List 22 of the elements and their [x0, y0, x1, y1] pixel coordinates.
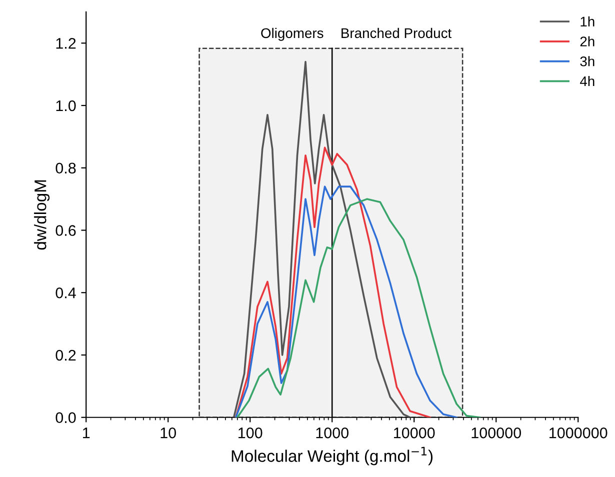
- y-tick-label: 0.8: [56, 162, 76, 174]
- x-tick-label: 10: [160, 428, 176, 438]
- y-axis-title: dw/dlogM: [34, 180, 50, 250]
- x-tick-label: 1000000: [550, 428, 608, 438]
- y-tick-label: 1.0: [56, 100, 76, 112]
- x-tick-label: 100000: [472, 428, 521, 438]
- x-tick-label: 1: [83, 428, 90, 438]
- y-tick-label: 0.4: [56, 287, 76, 298]
- x-tick-label: 1000: [316, 428, 348, 438]
- y-tick-label: 0.6: [56, 225, 76, 236]
- x-axis-title: Molecular Weight (g.mol$^{−1}$): [232, 446, 433, 466]
- annotation: Oligomers: [261, 28, 324, 41]
- legend-label: 3h: [580, 56, 594, 66]
- y-tick-label: 0.0: [56, 412, 76, 424]
- annotation: Branched Product: [342, 28, 452, 38]
- legend-label: 2h: [580, 36, 594, 46]
- y-tick-label: 0.2: [56, 350, 76, 361]
- x-tick-label: 100: [238, 428, 262, 438]
- y-tick-label: 1.2: [56, 38, 76, 49]
- x-tick-label: 10000: [394, 428, 435, 438]
- legend-label: 1h: [580, 16, 594, 26]
- legend-label: 4h: [580, 76, 594, 86]
